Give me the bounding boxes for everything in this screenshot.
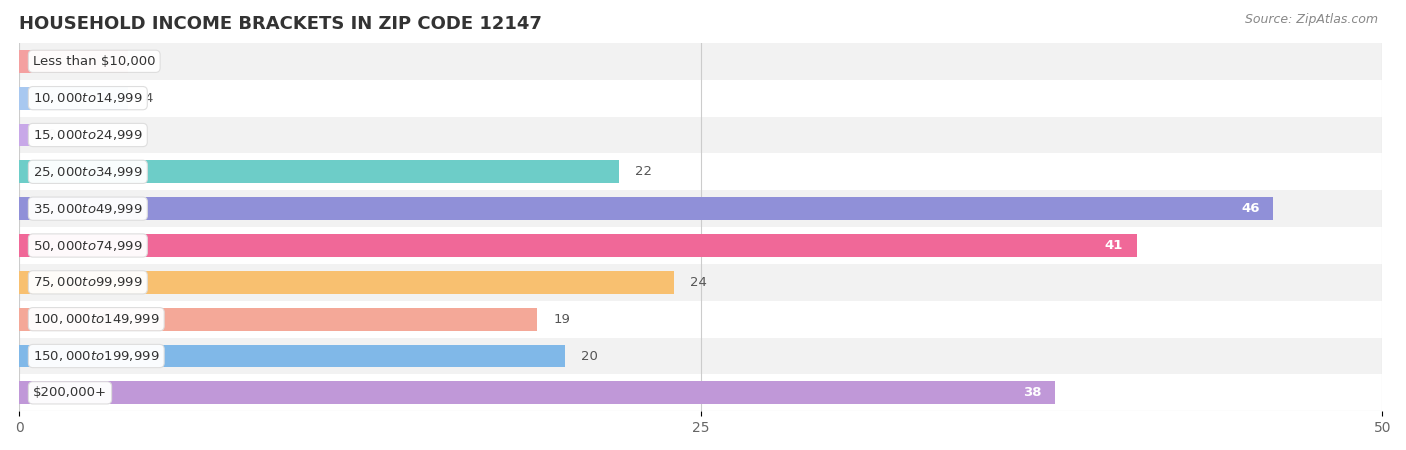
Text: 4: 4 — [145, 92, 153, 105]
Bar — [20, 160, 619, 183]
Text: 22: 22 — [636, 165, 652, 178]
Bar — [20, 345, 565, 368]
Text: 19: 19 — [554, 313, 571, 326]
Text: 46: 46 — [1241, 202, 1260, 215]
Text: $15,000 to $24,999: $15,000 to $24,999 — [32, 128, 142, 142]
Text: 38: 38 — [1024, 387, 1042, 399]
Circle shape — [10, 90, 21, 106]
Bar — [20, 308, 537, 331]
Circle shape — [10, 238, 21, 254]
Bar — [20, 87, 128, 109]
Text: 20: 20 — [581, 350, 598, 363]
Bar — [20, 382, 1054, 404]
Circle shape — [10, 53, 21, 69]
Text: Source: ZipAtlas.com: Source: ZipAtlas.com — [1244, 14, 1378, 27]
Bar — [20, 190, 1382, 227]
Text: Less than $10,000: Less than $10,000 — [32, 55, 156, 68]
Bar — [20, 124, 31, 146]
Circle shape — [10, 201, 21, 217]
Bar — [20, 271, 673, 294]
Text: $100,000 to $149,999: $100,000 to $149,999 — [32, 312, 159, 326]
Text: $200,000+: $200,000+ — [32, 387, 107, 399]
Text: HOUSEHOLD INCOME BRACKETS IN ZIP CODE 12147: HOUSEHOLD INCOME BRACKETS IN ZIP CODE 12… — [20, 15, 543, 33]
Bar — [20, 234, 1137, 257]
Bar — [20, 227, 1382, 264]
Bar — [20, 117, 1382, 153]
Text: 4: 4 — [145, 55, 153, 68]
Text: 24: 24 — [690, 276, 707, 289]
Text: $25,000 to $34,999: $25,000 to $34,999 — [32, 165, 142, 179]
Bar — [20, 338, 1382, 374]
Bar — [20, 153, 1382, 190]
Text: $50,000 to $74,999: $50,000 to $74,999 — [32, 238, 142, 252]
Circle shape — [10, 348, 21, 364]
Bar — [20, 197, 1274, 220]
Text: 0: 0 — [46, 129, 55, 141]
Text: $35,000 to $49,999: $35,000 to $49,999 — [32, 202, 142, 216]
Bar — [20, 264, 1382, 301]
Circle shape — [10, 311, 21, 327]
Bar — [20, 43, 1382, 80]
Circle shape — [10, 127, 21, 143]
Bar — [20, 80, 1382, 117]
Text: $150,000 to $199,999: $150,000 to $199,999 — [32, 349, 159, 363]
Circle shape — [10, 274, 21, 290]
Bar — [20, 301, 1382, 338]
Circle shape — [10, 385, 21, 401]
Bar — [20, 374, 1382, 411]
Circle shape — [10, 164, 21, 180]
Text: $10,000 to $14,999: $10,000 to $14,999 — [32, 91, 142, 105]
Text: $75,000 to $99,999: $75,000 to $99,999 — [32, 275, 142, 289]
Text: 41: 41 — [1105, 239, 1123, 252]
Bar — [20, 50, 128, 73]
